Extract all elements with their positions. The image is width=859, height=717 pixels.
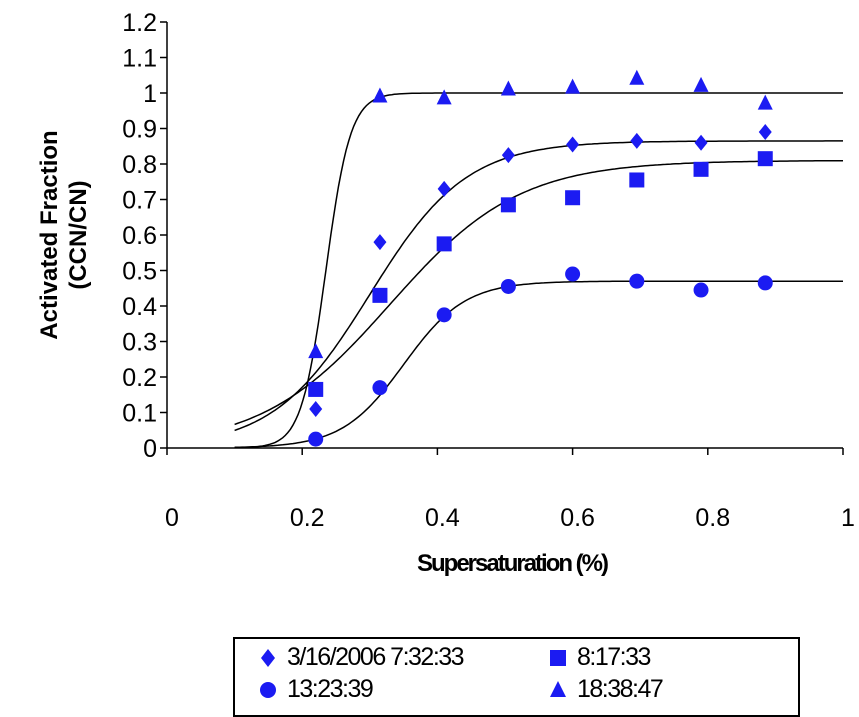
fit-curve-series-4 (234, 92, 843, 449)
square-point-series-2 (500, 197, 516, 213)
square-point-series-2 (565, 190, 581, 206)
diamond-point-series-1 (501, 147, 515, 164)
triangle-point-series-4 (565, 78, 581, 94)
circle-point-series-3 (565, 266, 581, 282)
legend-label-series-2: 8:17:33 (577, 643, 651, 671)
circle-marker-icon (260, 681, 276, 698)
triangle-point-series-4 (436, 89, 452, 105)
y-tick-label: 1 (143, 80, 157, 108)
diamond-point-series-1 (630, 132, 644, 149)
y-tick-label: 1.1 (122, 45, 157, 73)
circle-point-series-3 (693, 282, 709, 298)
legend-label-series-3: 13:23:39 (287, 675, 374, 703)
circle-point-series-3 (500, 278, 516, 294)
activated-fraction-chart: 0 0.1 0.2 0.3 0.4 0.5 0.6 0.7 0.8 0.9 1 1.1 1.2 0 0.2… (36, 9, 855, 577)
y-tick-label: 0.9 (122, 116, 157, 144)
diamond-point-series-1 (309, 400, 323, 417)
fit-curve-series-2 (234, 159, 843, 426)
triangle-point-series-4 (693, 76, 709, 92)
legend-item-series-3: 13:23:39 (257, 675, 374, 704)
y-tick-label: 0.5 (122, 258, 157, 286)
y-axis-title-line2: (CCN/CN) (65, 180, 92, 289)
fit-curve-series-3 (234, 280, 843, 449)
diamond-point-series-1 (694, 134, 708, 151)
x-axis-ticks: 0 0.2 0.4 0.6 0.8 1 (165, 448, 855, 532)
y-tick-label: 0.4 (122, 293, 157, 321)
y-tick-label: 0.2 (122, 364, 157, 392)
x-tick-label: 0.2 (290, 504, 325, 532)
triangle-point-series-4 (308, 343, 324, 359)
triangle-point-series-4 (629, 69, 645, 85)
data-points (308, 69, 773, 447)
x-axis-title: Supersaturation (%) (417, 550, 608, 577)
triangle-marker-icon (550, 680, 566, 697)
circle-point-series-3 (436, 307, 452, 323)
square-point-series-2 (308, 381, 324, 397)
x-tick-label: 0 (165, 504, 179, 532)
diamond-point-series-1 (373, 234, 387, 251)
y-axis-ticks: 0 0.1 0.2 0.3 0.4 0.5 0.6 0.7 0.8 0.9 1 1.1 1.2 (122, 9, 167, 463)
square-point-series-2 (372, 287, 388, 303)
fit-curves (234, 92, 843, 449)
x-tick-label: 0.4 (425, 504, 460, 532)
square-point-series-2 (629, 172, 645, 188)
legend: 3/16/2006 7:32:33 8:17:33 13:23:39 18:38… (233, 637, 800, 717)
y-axis-title: Activated Fraction (CCN/CN) (36, 130, 92, 339)
x-tick-label: 0.8 (695, 504, 730, 532)
square-point-series-2 (436, 236, 452, 252)
square-point-series-2 (757, 151, 773, 167)
diamond-point-series-1 (758, 124, 772, 141)
y-tick-label: 0.7 (122, 187, 157, 215)
circle-point-series-3 (629, 273, 645, 289)
legend-label-series-4: 18:38:47 (577, 675, 664, 703)
circle-point-series-3 (308, 431, 324, 447)
y-axis-title-line1: Activated Fraction (36, 130, 63, 339)
x-tick-label: 1 (841, 504, 855, 532)
circle-point-series-3 (757, 275, 773, 291)
y-tick-label: 0.1 (122, 400, 157, 428)
legend-item-series-4: 18:38:47 (547, 675, 664, 704)
diamond-point-series-1 (437, 180, 451, 197)
square-marker-icon (550, 649, 566, 666)
triangle-point-series-4 (757, 94, 773, 110)
fit-curve-series-1 (234, 140, 843, 432)
square-point-series-2 (693, 161, 709, 177)
diamond-point-series-1 (566, 136, 580, 153)
y-tick-label: 0.8 (122, 151, 157, 179)
legend-item-series-2: 8:17:33 (547, 643, 651, 672)
circle-point-series-3 (372, 380, 388, 396)
diamond-marker-icon (261, 648, 275, 667)
triangle-point-series-4 (372, 87, 388, 103)
legend-label-series-1: 3/16/2006 7:32:33 (287, 643, 465, 671)
y-tick-label: 0.3 (122, 329, 157, 357)
triangle-point-series-4 (500, 80, 516, 96)
x-tick-label: 0.6 (560, 504, 595, 532)
y-tick-label: 1.2 (122, 9, 157, 37)
y-tick-label: 0.6 (122, 222, 157, 250)
legend-item-series-1: 3/16/2006 7:32:33 (257, 643, 465, 672)
y-tick-label: 0 (143, 435, 157, 463)
